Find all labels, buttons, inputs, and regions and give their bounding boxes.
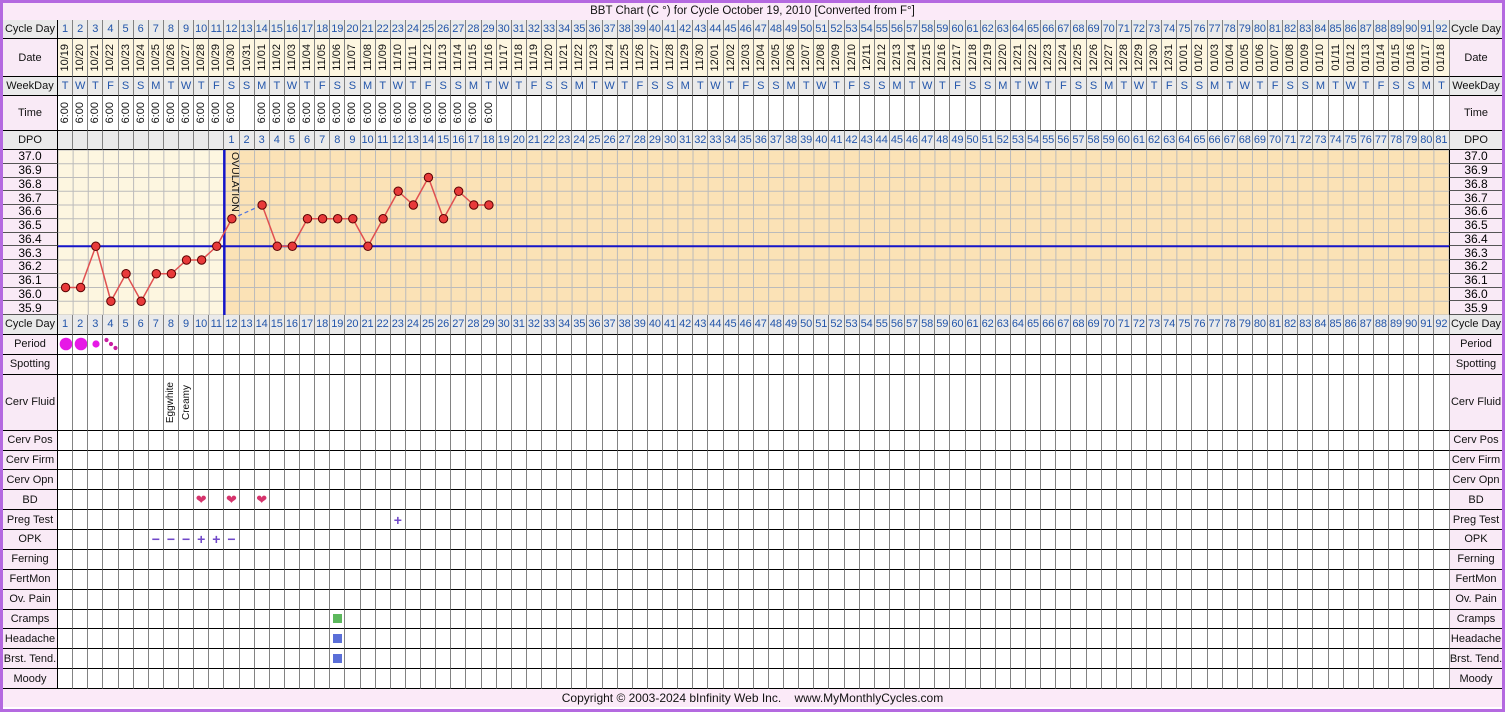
svg-text:OVULATION: OVULATION	[229, 152, 241, 212]
